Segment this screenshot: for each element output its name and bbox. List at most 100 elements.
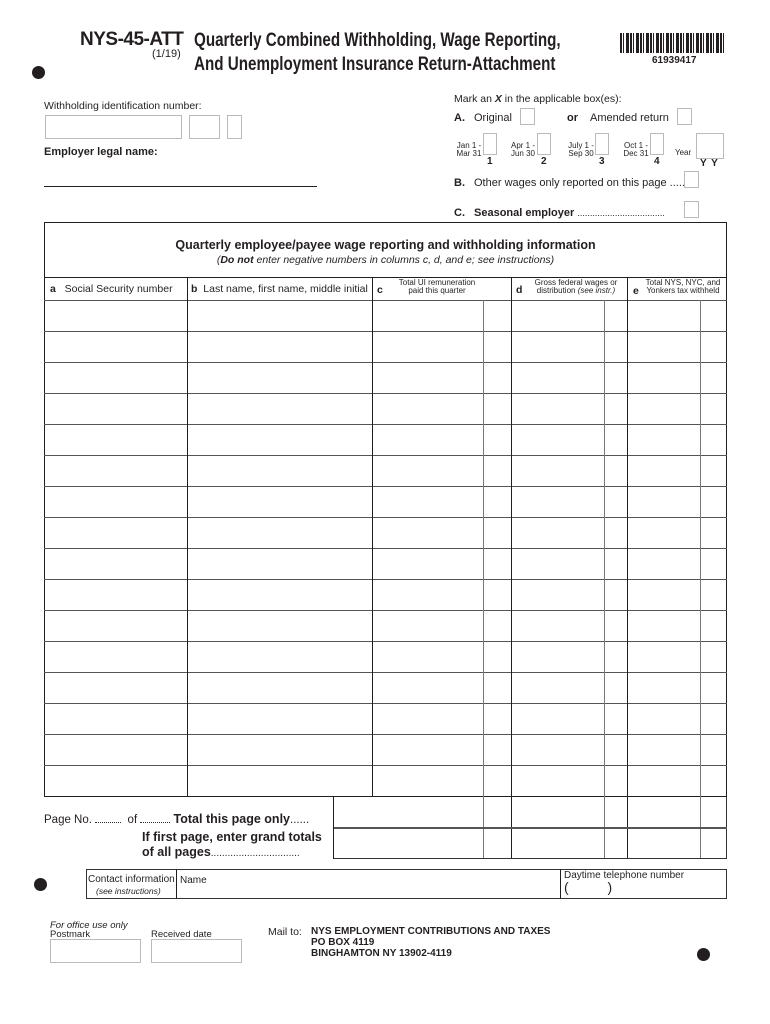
federal-wages-cell[interactable]	[511, 549, 604, 580]
federal-wages-cell[interactable]	[511, 332, 604, 363]
name-cell[interactable]	[187, 580, 372, 611]
ui-cents-cell[interactable]	[483, 549, 511, 580]
ssn-cell[interactable]	[44, 673, 187, 704]
ui-cents-cell[interactable]	[483, 394, 511, 425]
federal-wages-cell[interactable]	[511, 580, 604, 611]
ui-cents-cell[interactable]	[483, 363, 511, 394]
tax-withheld-cell[interactable]	[627, 363, 700, 394]
ssn-cell[interactable]	[44, 704, 187, 735]
federal-wages-cell[interactable]	[511, 363, 604, 394]
tax-withheld-cell[interactable]	[627, 673, 700, 704]
federal-cents-cell[interactable]	[604, 363, 627, 394]
federal-wages-cell[interactable]	[511, 456, 604, 487]
name-cell[interactable]	[187, 425, 372, 456]
ssn-cell[interactable]	[44, 456, 187, 487]
ui-cents-cell[interactable]	[483, 704, 511, 735]
tax-withheld-cell[interactable]	[627, 704, 700, 735]
federal-wages-cell[interactable]	[511, 487, 604, 518]
quarter-2-checkbox[interactable]	[537, 133, 551, 155]
federal-wages-cell[interactable]	[511, 673, 604, 704]
tax-cents-cell[interactable]	[700, 487, 727, 518]
other-wages-checkbox[interactable]	[684, 171, 699, 188]
federal-cents-cell[interactable]	[604, 332, 627, 363]
ui-remuneration-cell[interactable]	[372, 363, 483, 394]
tax-cents-cell[interactable]	[700, 735, 727, 766]
federal-cents-cell[interactable]	[604, 487, 627, 518]
name-cell[interactable]	[187, 766, 372, 797]
ssn-cell[interactable]	[44, 580, 187, 611]
ui-remuneration-cell[interactable]	[372, 456, 483, 487]
ssn-cell[interactable]	[44, 518, 187, 549]
federal-cents-cell[interactable]	[604, 456, 627, 487]
ui-remuneration-cell[interactable]	[372, 673, 483, 704]
phone-field[interactable]: Daytime telephone number( )	[561, 870, 726, 898]
name-cell[interactable]	[187, 456, 372, 487]
tax-withheld-cell[interactable]	[627, 518, 700, 549]
tax-cents-cell[interactable]	[700, 301, 727, 332]
federal-wages-cell[interactable]	[511, 394, 604, 425]
federal-wages-cell[interactable]	[511, 704, 604, 735]
federal-cents-cell[interactable]	[604, 301, 627, 332]
tax-cents-cell[interactable]	[700, 363, 727, 394]
tax-cents-cell[interactable]	[700, 704, 727, 735]
federal-cents-cell[interactable]	[604, 549, 627, 580]
tax-withheld-cell[interactable]	[627, 611, 700, 642]
page-no-field[interactable]	[95, 822, 122, 823]
name-cell[interactable]	[187, 704, 372, 735]
ui-cents-cell[interactable]	[483, 425, 511, 456]
ssn-cell[interactable]	[44, 735, 187, 766]
tax-cents-cell[interactable]	[700, 580, 727, 611]
ui-remuneration-cell[interactable]	[372, 549, 483, 580]
ssn-cell[interactable]	[44, 394, 187, 425]
original-checkbox[interactable]	[520, 108, 535, 125]
ui-remuneration-cell[interactable]	[372, 704, 483, 735]
ui-cents-cell[interactable]	[483, 611, 511, 642]
tax-cents-cell[interactable]	[700, 642, 727, 673]
quarter-1-checkbox[interactable]	[483, 133, 497, 155]
federal-cents-cell[interactable]	[604, 425, 627, 456]
federal-cents-cell[interactable]	[604, 580, 627, 611]
totals-col-c[interactable]	[333, 797, 334, 859]
ui-remuneration-cell[interactable]	[372, 735, 483, 766]
employer-name-field[interactable]	[44, 186, 317, 187]
federal-cents-cell[interactable]	[604, 518, 627, 549]
federal-cents-cell[interactable]	[604, 673, 627, 704]
tax-cents-cell[interactable]	[700, 766, 727, 797]
federal-cents-cell[interactable]	[604, 766, 627, 797]
ui-cents-cell[interactable]	[483, 456, 511, 487]
ui-cents-cell[interactable]	[483, 673, 511, 704]
ui-remuneration-cell[interactable]	[372, 611, 483, 642]
tax-withheld-cell[interactable]	[627, 735, 700, 766]
ui-cents-cell[interactable]	[483, 487, 511, 518]
name-cell[interactable]	[187, 301, 372, 332]
federal-cents-cell[interactable]	[604, 611, 627, 642]
ui-remuneration-cell[interactable]	[372, 332, 483, 363]
federal-wages-cell[interactable]	[511, 301, 604, 332]
ssn-cell[interactable]	[44, 549, 187, 580]
ui-cents-cell[interactable]	[483, 301, 511, 332]
seasonal-checkbox[interactable]	[684, 201, 699, 218]
tax-cents-cell[interactable]	[700, 456, 727, 487]
ssn-cell[interactable]	[44, 487, 187, 518]
federal-cents-cell[interactable]	[604, 394, 627, 425]
tax-cents-cell[interactable]	[700, 425, 727, 456]
year-field[interactable]	[696, 133, 724, 159]
tax-withheld-cell[interactable]	[627, 549, 700, 580]
tax-cents-cell[interactable]	[700, 549, 727, 580]
quarter-4-checkbox[interactable]	[650, 133, 664, 155]
ui-cents-cell[interactable]	[483, 518, 511, 549]
name-cell[interactable]	[187, 363, 372, 394]
tax-cents-cell[interactable]	[700, 332, 727, 363]
name-cell[interactable]	[187, 487, 372, 518]
tax-withheld-cell[interactable]	[627, 642, 700, 673]
federal-cents-cell[interactable]	[604, 642, 627, 673]
name-cell[interactable]	[187, 735, 372, 766]
federal-wages-cell[interactable]	[511, 425, 604, 456]
page-total-field[interactable]	[140, 822, 171, 823]
ui-remuneration-cell[interactable]	[372, 301, 483, 332]
ui-remuneration-cell[interactable]	[372, 487, 483, 518]
withholding-id-field-3[interactable]	[227, 115, 242, 139]
federal-cents-cell[interactable]	[604, 704, 627, 735]
name-cell[interactable]	[187, 611, 372, 642]
withholding-id-field-2[interactable]	[189, 115, 220, 139]
